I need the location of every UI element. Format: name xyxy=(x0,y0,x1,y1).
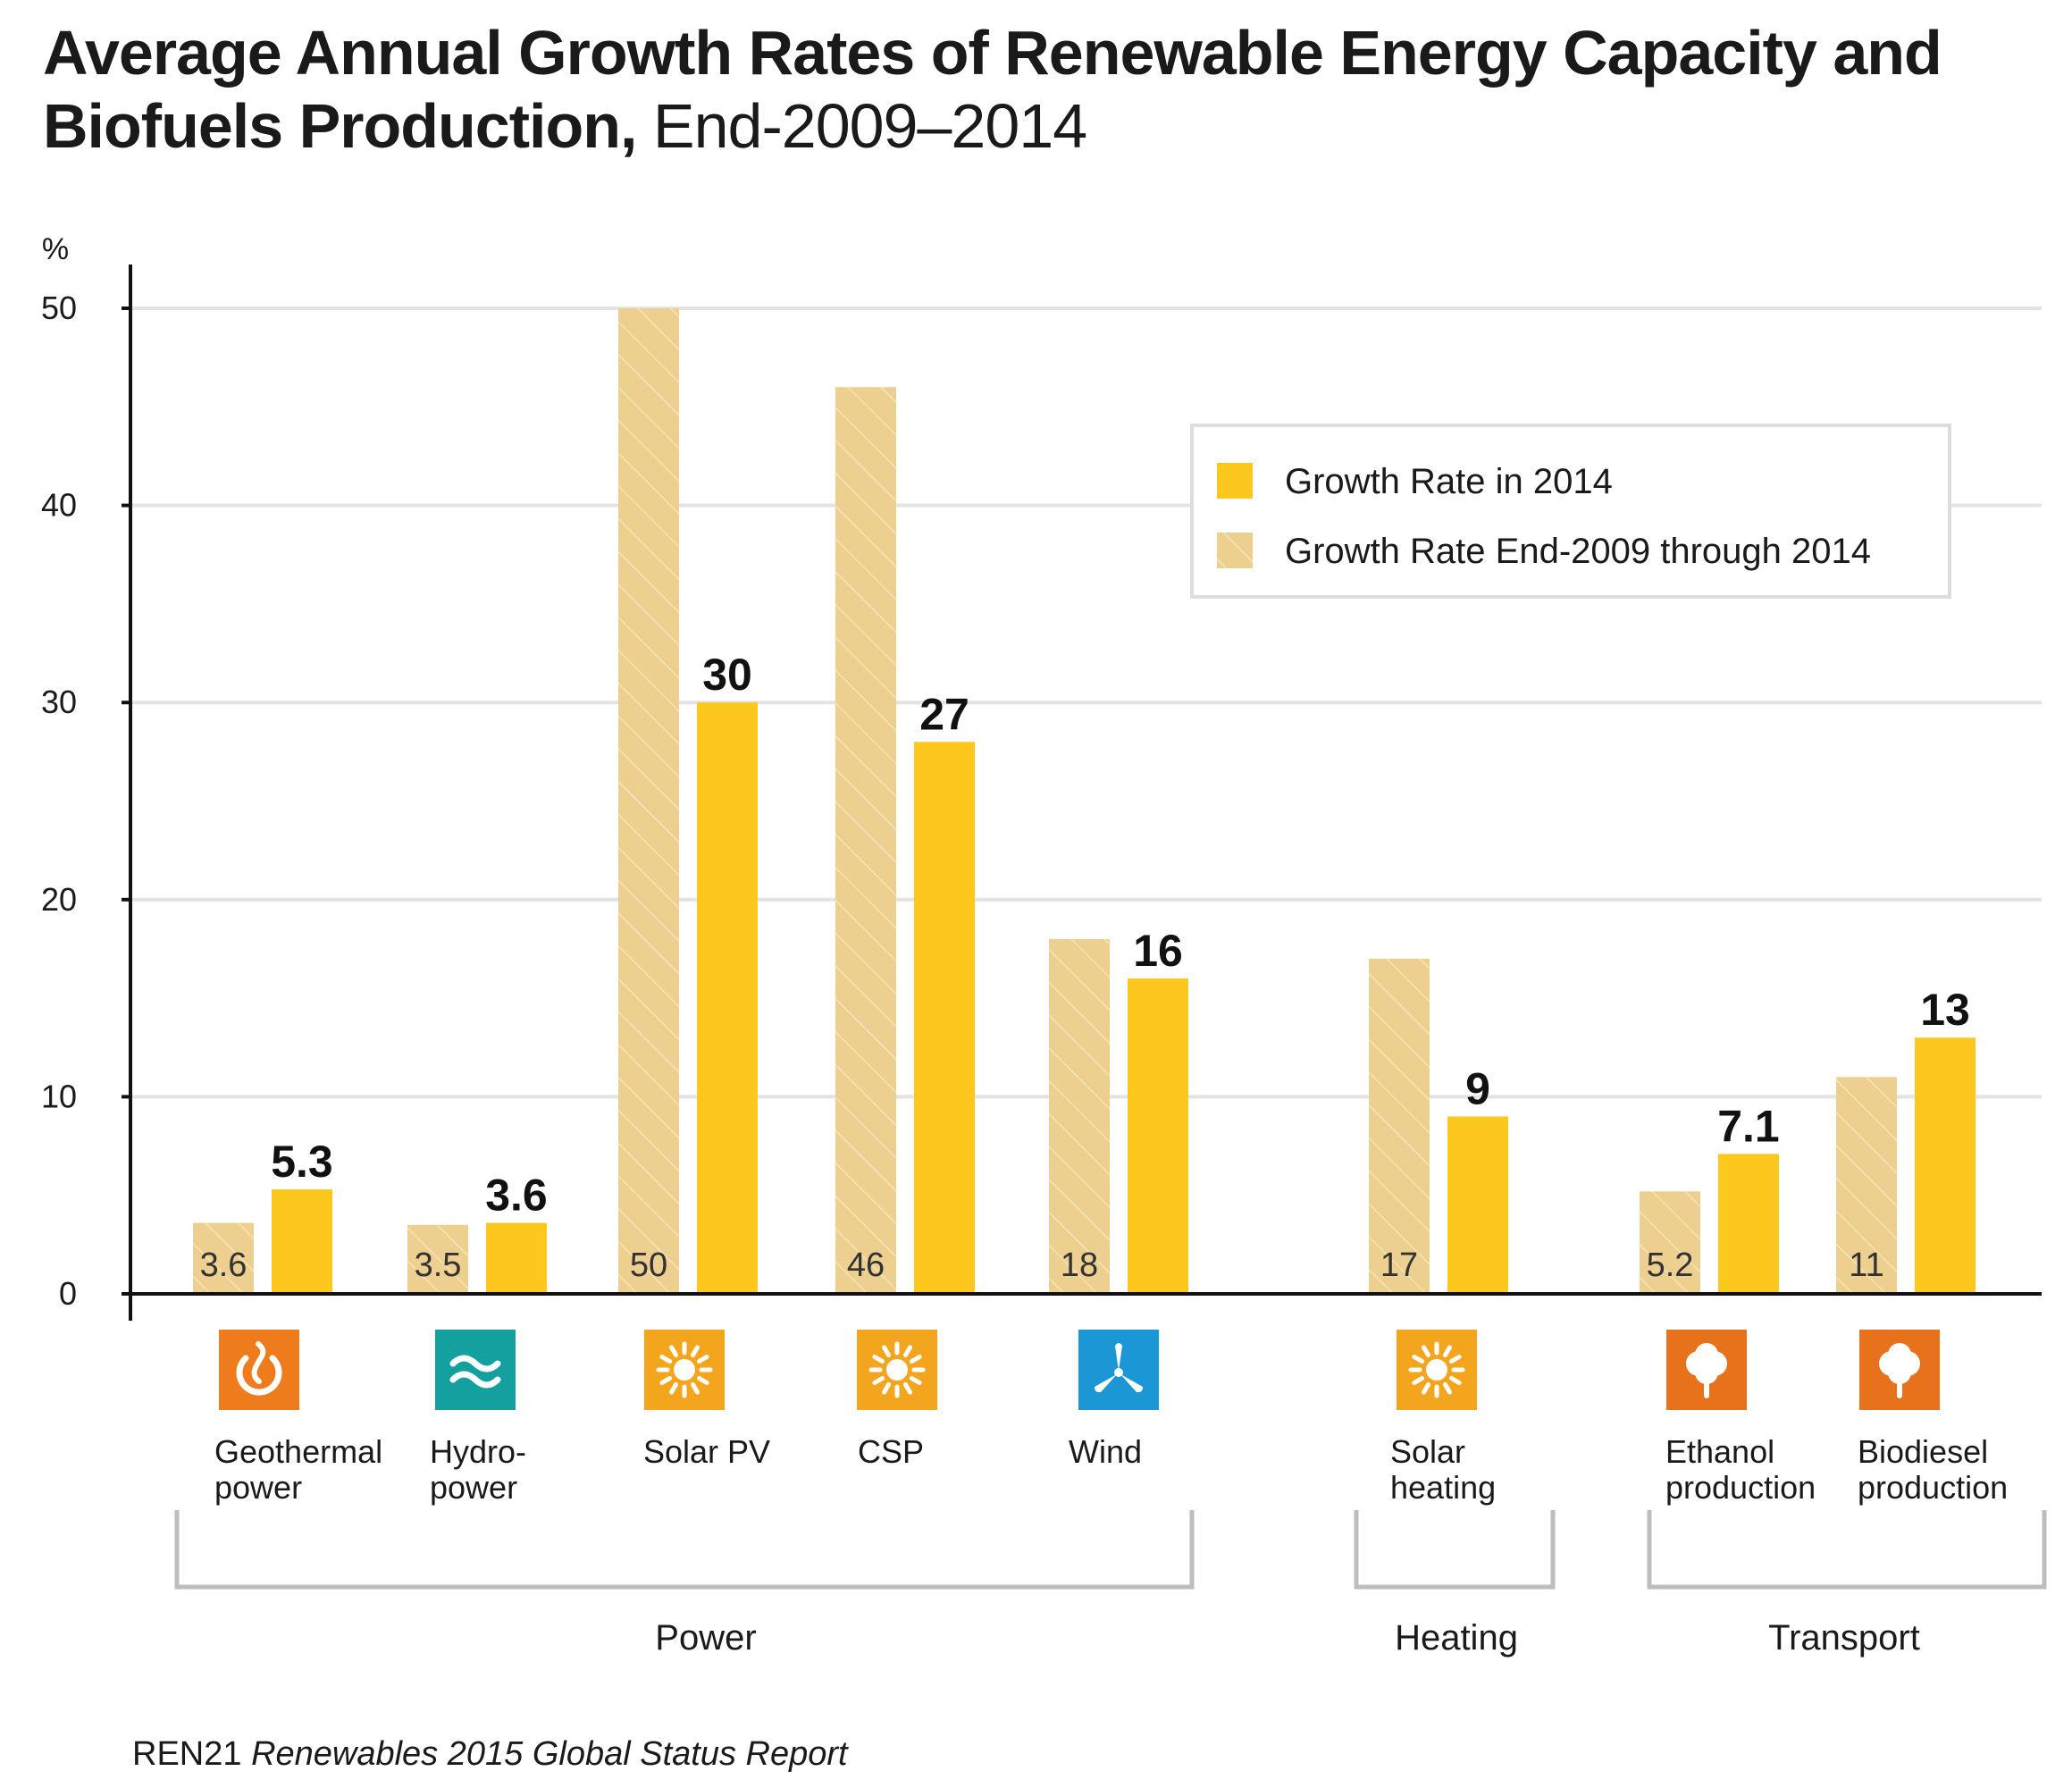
bar-2014 xyxy=(486,1222,547,1294)
solar-icon xyxy=(857,1330,937,1410)
data-label-period: 46 xyxy=(847,1247,885,1284)
y-tick-label: 0 xyxy=(59,1275,77,1312)
biofuel-icon xyxy=(1666,1330,1747,1410)
category-label: Solar PV xyxy=(643,1433,770,1470)
geothermal-icon xyxy=(219,1330,299,1410)
category-label: production xyxy=(1665,1469,1816,1506)
data-label-2014: 3.6 xyxy=(485,1171,548,1221)
legend-label-period: Growth Rate End-2009 through 2014 xyxy=(1285,532,1871,571)
group-bracket xyxy=(1354,1510,1556,1590)
category-label: Biodiesel xyxy=(1858,1433,1988,1470)
bar-2014 xyxy=(1128,978,1188,1294)
bar-period xyxy=(1836,1077,1897,1294)
legend-label-2014: Growth Rate in 2014 xyxy=(1285,462,1613,501)
data-labels: 3.6 5.3 3.5 3.6 50 30 46 27 18 16 17 9 5.2 7.1 11 13 xyxy=(200,650,1970,1284)
data-label-period: 3.5 xyxy=(415,1247,462,1284)
y-tick-label: 10 xyxy=(41,1078,77,1114)
bar-2014 xyxy=(1718,1154,1779,1294)
data-label-period: 5.2 xyxy=(1647,1247,1694,1284)
category-label: Geothermal xyxy=(214,1433,382,1470)
category-label: Wind xyxy=(1069,1433,1142,1470)
chart-title-main: Average Annual Growth Rates of Renewable… xyxy=(43,18,1942,161)
chart-subtitle: End-2009–2014 xyxy=(652,91,1087,161)
category-label: Solar xyxy=(1390,1433,1465,1470)
data-label-period: 18 xyxy=(1061,1247,1098,1284)
group-brackets: Power Heating Transport xyxy=(174,1510,2047,1658)
source-note: REN21 Renewables 2015 Global Status Repo… xyxy=(132,1735,848,1774)
group-bracket xyxy=(1647,1510,2047,1590)
bar-period xyxy=(193,1222,254,1294)
data-label-2014: 9 xyxy=(1465,1063,1490,1113)
bar-2014 xyxy=(272,1189,332,1294)
hydropower-icon xyxy=(435,1330,516,1410)
wind-icon xyxy=(1078,1330,1159,1410)
bar-2014 xyxy=(1915,1037,1976,1294)
bar-period xyxy=(407,1224,468,1294)
bar-period xyxy=(618,308,679,1294)
source-publication: Renewables 2015 Global Status Report xyxy=(251,1735,848,1773)
category-icons xyxy=(219,1330,1940,1410)
y-tick-label: 30 xyxy=(41,684,77,720)
bars xyxy=(193,308,1976,1294)
y-unit-label: % xyxy=(42,232,69,266)
bar-period xyxy=(1640,1191,1700,1294)
bar-period xyxy=(1049,938,1110,1294)
legend-box xyxy=(1190,424,1951,599)
bar-period xyxy=(1369,958,1430,1294)
category-label: power xyxy=(430,1469,517,1506)
biofuel-icon xyxy=(1859,1330,1940,1410)
category-label: Hydro- xyxy=(430,1433,526,1470)
data-label-period: 17 xyxy=(1380,1247,1418,1284)
y-tick-label: 50 xyxy=(41,290,77,326)
data-label-2014: 5.3 xyxy=(271,1137,333,1187)
data-label-2014: 7.1 xyxy=(1717,1101,1780,1151)
data-label-period: 50 xyxy=(630,1247,667,1284)
data-label-2014: 27 xyxy=(919,689,969,739)
axes: 0 10 20 30 40 50% xyxy=(41,232,2042,1321)
bar-2014 xyxy=(1447,1116,1508,1294)
source-org: REN21 xyxy=(132,1735,242,1773)
chart-title: Average Annual Growth Rates of Renewable… xyxy=(43,16,2053,163)
bar-2014 xyxy=(914,742,975,1294)
data-label-2014: 13 xyxy=(1920,985,1970,1035)
legend-swatch-period xyxy=(1217,533,1253,568)
data-label-period: 3.6 xyxy=(200,1247,247,1284)
group-label: Power xyxy=(655,1618,756,1658)
bar-chart: 0 10 20 30 40 50% 3.6 5.3 3.5 3.6 50 30 46 27 18 16 17 9… xyxy=(41,232,2047,1658)
solar-icon xyxy=(1397,1330,1477,1410)
data-label-period: 11 xyxy=(1849,1247,1883,1284)
category-label: CSP xyxy=(858,1433,924,1470)
y-tick-label: 20 xyxy=(41,881,77,918)
category-label: production xyxy=(1858,1469,2008,1506)
group-label: Heating xyxy=(1395,1618,1518,1658)
bar-2014 xyxy=(697,702,758,1294)
group-label: Transport xyxy=(1768,1618,1920,1658)
legend: Growth Rate in 2014 Growth Rate End-2009… xyxy=(1190,424,1951,599)
bar-period xyxy=(835,387,896,1294)
y-tick-label: 40 xyxy=(41,487,77,524)
legend-swatch-2014 xyxy=(1217,463,1253,499)
category-label: Ethanol xyxy=(1665,1433,1774,1470)
data-label-2014: 16 xyxy=(1133,926,1183,976)
group-bracket xyxy=(174,1510,1195,1590)
solar-icon xyxy=(644,1330,725,1410)
data-label-2014: 30 xyxy=(702,650,752,700)
category-label: power xyxy=(214,1469,302,1506)
category-label: heating xyxy=(1390,1469,1496,1506)
